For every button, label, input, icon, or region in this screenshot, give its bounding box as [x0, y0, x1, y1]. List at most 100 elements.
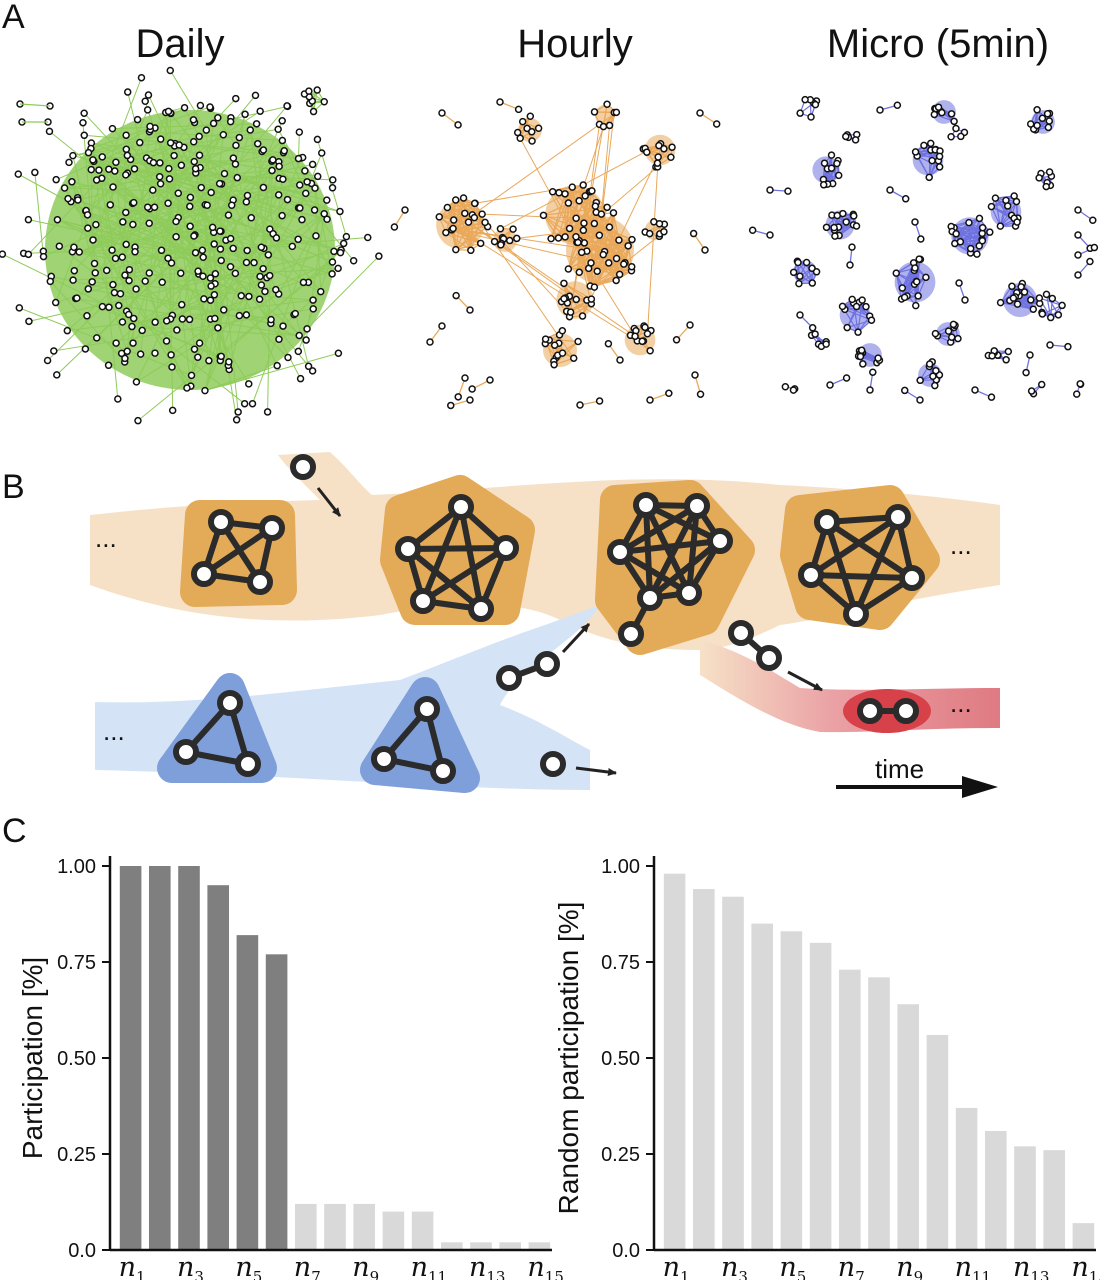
panel-label-a: A — [2, 0, 25, 36]
ellipsis-right-orange: ... — [950, 530, 972, 560]
bar-n6 — [265, 954, 288, 1250]
x-tick-label: n7 — [838, 1252, 865, 1280]
schematic-node — [756, 645, 782, 671]
orange-stream — [90, 452, 1000, 650]
bar-n10 — [926, 1034, 949, 1250]
schematic-node — [247, 569, 273, 595]
micro-network — [748, 95, 1099, 404]
bar-n12 — [440, 1242, 463, 1250]
bar-n13 — [470, 1242, 492, 1250]
bar-n3 — [178, 866, 200, 1250]
schematic-node — [371, 746, 397, 772]
bar-n2 — [692, 889, 715, 1250]
hourly-network — [390, 98, 721, 410]
bar-n1 — [119, 866, 142, 1250]
movement-arrow — [787, 670, 823, 692]
bar-n15 — [1072, 1223, 1095, 1250]
bar-n2 — [148, 866, 171, 1250]
movement-arrow — [316, 487, 342, 517]
y-axis-label: Random participation [%] — [553, 902, 584, 1215]
schematic-node — [676, 580, 702, 606]
schematic-node — [395, 536, 421, 562]
schematic-node — [540, 751, 566, 777]
x-tick-label: n13 — [1013, 1252, 1049, 1280]
hourly-network-title: Hourly — [517, 22, 633, 66]
x-tick-label: n11 — [955, 1252, 991, 1280]
panel-label-b: B — [2, 468, 25, 506]
schematic-node — [235, 751, 261, 777]
bar-n9 — [897, 1004, 920, 1250]
y-tick-label: 0.0 — [68, 1240, 96, 1262]
schematic-node — [191, 561, 217, 587]
schematic-node — [173, 739, 199, 765]
bar-n1 — [663, 873, 686, 1250]
bar-n5 — [236, 935, 259, 1250]
schematic-node — [414, 696, 440, 722]
schematic-node — [496, 665, 522, 691]
ellipsis-right-red: ... — [950, 688, 972, 718]
schematic-node — [843, 601, 869, 627]
panel-label-c: C — [2, 812, 27, 850]
schematic-node — [430, 758, 456, 784]
ellipsis-left-blue: ... — [103, 716, 125, 746]
y-axis-label: Participation [%] — [17, 957, 48, 1159]
schematic-node — [607, 539, 633, 565]
schematic-node — [899, 565, 925, 591]
x-tick-label: n9 — [896, 1252, 923, 1280]
community-blue-2 — [360, 677, 480, 793]
schematic-node — [618, 621, 644, 647]
movement-arrow — [561, 622, 591, 654]
time-label: time — [875, 754, 924, 784]
y-tick-label: 0.75 — [57, 952, 96, 974]
schematic-node — [468, 596, 494, 622]
bar-n11 — [955, 1107, 978, 1250]
schematic-node — [448, 494, 474, 520]
schematic-node — [857, 698, 883, 724]
bar-n4 — [751, 923, 774, 1250]
schematic-node — [534, 651, 560, 677]
bar-n7 — [838, 969, 861, 1250]
micro-network-title: Micro (5min) — [826, 22, 1050, 66]
x-tick-label: n3 — [721, 1252, 748, 1280]
bar-n4 — [207, 885, 230, 1250]
y-tick-label: 1.00 — [57, 856, 96, 878]
bar-n3 — [722, 896, 744, 1250]
schematic-node — [728, 620, 754, 646]
network-snapshots — [0, 66, 1099, 425]
bar-n14 — [1043, 1150, 1066, 1250]
schematic-node — [814, 509, 840, 535]
schematic-node — [893, 698, 919, 724]
bar-n13 — [1014, 1146, 1036, 1250]
schematic-node — [259, 515, 285, 541]
schematic-communities — [157, 454, 940, 793]
bar-n10 — [382, 1211, 405, 1250]
movement-arrow — [575, 766, 617, 776]
schematic-node — [885, 504, 911, 530]
bar-n6 — [809, 942, 832, 1250]
y-tick-label: 1.00 — [601, 856, 640, 878]
schematic-node — [290, 454, 316, 480]
ellipsis-left-orange: ... — [95, 523, 117, 553]
schematic-node — [410, 588, 436, 614]
y-tick-label: 0.50 — [57, 1048, 96, 1070]
bar-n8 — [868, 977, 890, 1250]
y-tick-label: 0.25 — [57, 1144, 96, 1166]
bar-n12 — [984, 1130, 1007, 1250]
bar-n7 — [294, 1203, 317, 1250]
schematic-node — [633, 492, 659, 518]
schematic-node — [684, 493, 710, 519]
bar-n14 — [499, 1242, 522, 1250]
y-tick-label: 0.50 — [601, 1048, 640, 1070]
schematic-node — [493, 535, 519, 561]
bar-n11 — [411, 1211, 434, 1250]
daily-network — [0, 66, 383, 425]
bar-n15 — [528, 1242, 551, 1250]
daily-network-title: Daily — [135, 22, 225, 66]
schematic-node — [707, 528, 733, 554]
schematic-node — [217, 690, 243, 716]
schematic-node — [637, 585, 663, 611]
time-arrow-head — [962, 776, 998, 798]
